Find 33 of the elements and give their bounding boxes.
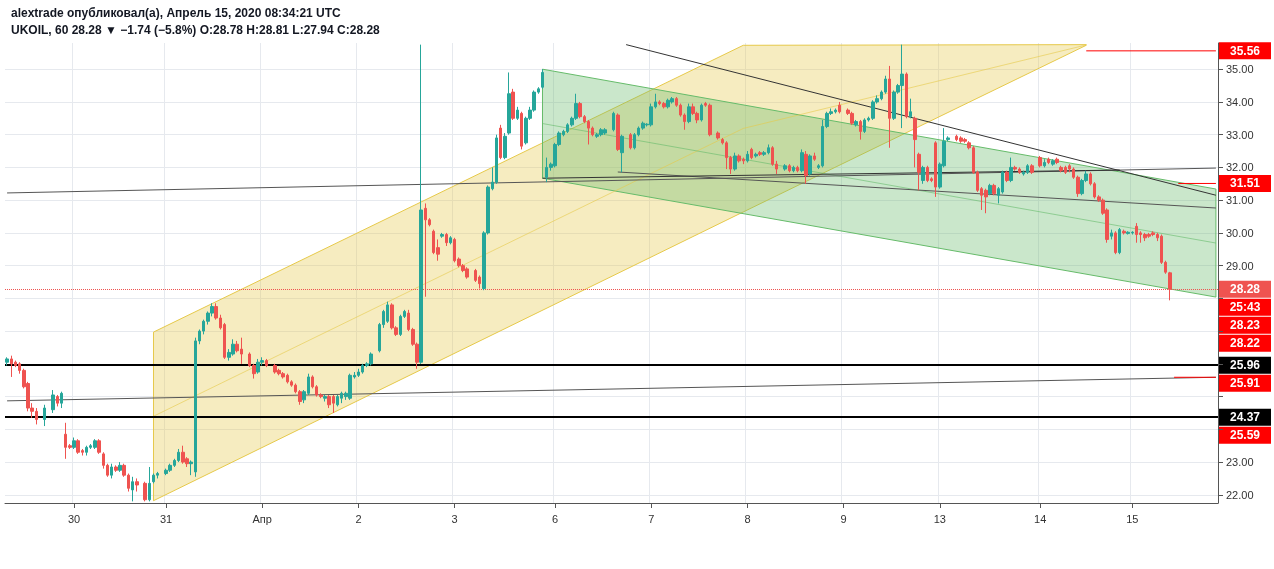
y-tick-label: 35.00: [1226, 63, 1254, 76]
series-label: 31.51: [1229, 176, 1261, 191]
x-tick-label: 14: [1034, 512, 1047, 525]
y-tick-label: 33.00: [1226, 128, 1254, 141]
y-tick-label: 23.00: [1226, 456, 1254, 469]
chart-subtitle: UKOIL, 60 28.28 ▼ −1.74 (−5.8%) O:28.78 H:28.81 L:27.94 C:28.28: [11, 23, 381, 37]
x-tick-label: 13: [933, 512, 946, 525]
x-tick-label: 7: [648, 512, 655, 525]
ref-line-label: 24.37: [1229, 410, 1261, 425]
y-tick-label: 29.00: [1226, 259, 1254, 272]
x-tick-label: 2: [355, 512, 362, 525]
x-tick-label: 30: [67, 512, 81, 525]
text: 25.91: [1229, 376, 1261, 391]
x-tick-label: 9: [840, 512, 847, 525]
y-tick-label: 22.00: [1226, 488, 1254, 501]
ref-line-label: 28.28: [1229, 282, 1261, 297]
x-tick-label: 31: [159, 512, 173, 525]
chart-title: alextrade опубликовал(а), Апрель 15, 2020 08:34:21 UTC: [11, 6, 342, 20]
text: 28.22: [1229, 336, 1261, 351]
x-tick-label: 6: [551, 512, 559, 525]
ref-line-label: 25.96: [1229, 358, 1261, 373]
x-tick-label: Апр: [252, 512, 272, 525]
y-tick-label: 34.00: [1226, 95, 1254, 108]
text: 25:43: [1229, 300, 1261, 315]
x-tick-label: 15: [1126, 512, 1139, 525]
text: 25.59: [1229, 428, 1261, 443]
x-tick-label: 3: [451, 512, 458, 525]
x-tick-label: 8: [744, 512, 751, 525]
text: 28.23: [1229, 318, 1261, 333]
y-tick-label: 31.00: [1226, 194, 1254, 207]
y-tick-label: 32.00: [1226, 161, 1254, 174]
series-label: 35.56: [1229, 43, 1261, 58]
y-tick-label: 30.00: [1226, 226, 1254, 239]
